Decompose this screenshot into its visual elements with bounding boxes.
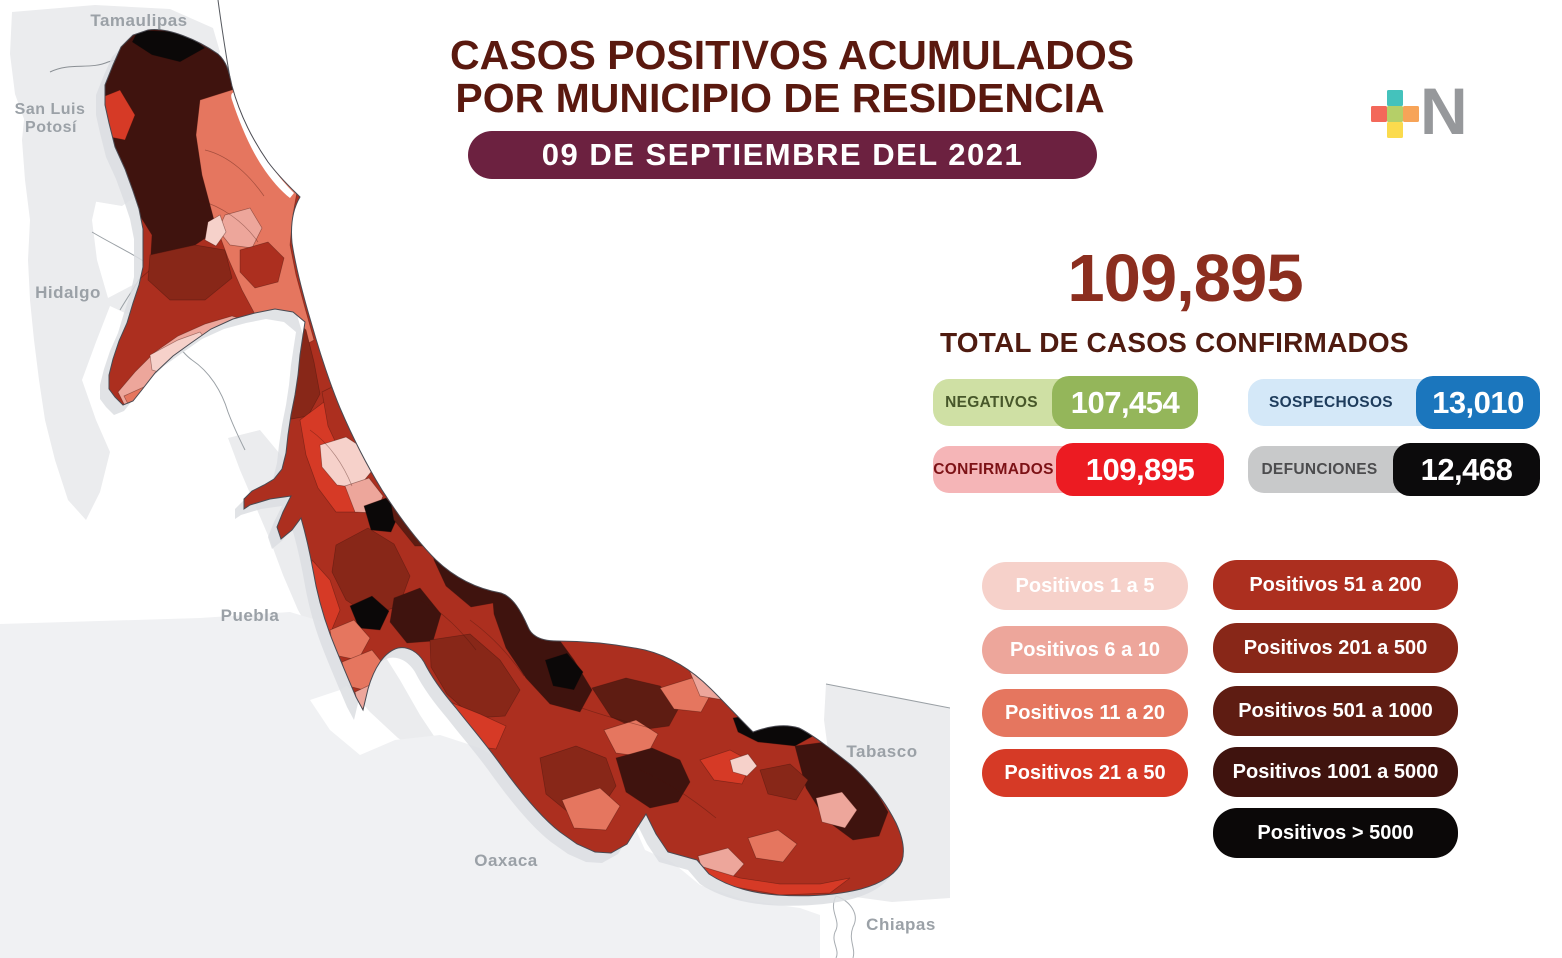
label-tamaulipas: Tamaulipas <box>90 11 188 30</box>
stat-negativos: NEGATIVOS 107,454 <box>933 376 1198 429</box>
label-oaxaca: Oaxaca <box>474 851 538 870</box>
total-confirmed-label: TOTAL DE CASOS CONFIRMADOS <box>940 327 1409 358</box>
stat-confirmados-value: 109,895 <box>1056 443 1224 496</box>
label-hidalgo: Hidalgo <box>35 283 101 302</box>
legend-item-501-1000: Positivos 501 a 1000 <box>1213 686 1458 736</box>
logo-n-letter: N <box>1420 74 1468 148</box>
logo-plus-left-square <box>1371 106 1387 122</box>
stat-sospechosos-label: SOSPECHOSOS <box>1269 393 1393 411</box>
total-confirmed-value: 109,895 <box>1067 241 1303 316</box>
mas-noticias-logo: N <box>1371 78 1491 150</box>
stat-defunciones: DEFUNCIONES 12,468 <box>1248 443 1540 496</box>
legend-item-21-50: Positivos 21 a 50 <box>982 749 1188 797</box>
stat-sospechosos-value: 13,010 <box>1416 376 1540 429</box>
page-title-line1: CASOS POSITIVOS ACUMULADOS <box>450 32 1135 78</box>
label-chiapas: Chiapas <box>866 915 936 934</box>
stat-confirmados: CONFIRMADOS 109,895 <box>933 443 1224 496</box>
legend-item-201-500: Positivos 201 a 500 <box>1213 623 1458 673</box>
label-tabasco: Tabasco <box>846 742 918 761</box>
legend-item-1-5: Positivos 1 a 5 <box>982 562 1188 610</box>
san-luis-hidalgo-shape <box>22 80 196 520</box>
stat-defunciones-label: DEFUNCIONES <box>1261 460 1378 478</box>
legend-item-11-20: Positivos 11 a 20 <box>982 689 1188 737</box>
stat-defunciones-value: 12,468 <box>1393 443 1540 496</box>
legend-item-1001-5000: Positivos 1001 a 5000 <box>1213 747 1458 797</box>
logo-plus-top-square <box>1387 90 1403 106</box>
logo-plus-center-square <box>1387 106 1403 122</box>
label-san-luis: San Luis <box>14 101 86 118</box>
stat-negativos-value: 107,454 <box>1052 376 1198 429</box>
legend-item-gt-5000: Positivos > 5000 <box>1213 808 1458 858</box>
oaxaca-shape <box>0 612 820 958</box>
stat-negativos-label: NEGATIVOS <box>945 393 1038 411</box>
logo-plus-bottom-square <box>1387 122 1403 138</box>
label-potosi: Potosí <box>25 119 77 136</box>
legend-item-6-10: Positivos 6 a 10 <box>982 626 1188 674</box>
state-outline <box>104 29 904 897</box>
page-title-line2: POR MUNICIPIO DE RESIDENCIA <box>455 75 1105 121</box>
chiapas-outline <box>832 895 856 958</box>
date-banner: 09 DE SEPTIEMBRE DEL 2021 <box>468 131 1097 179</box>
stat-sospechosos: SOSPECHOSOS 13,010 <box>1248 376 1540 429</box>
logo-plus-right-square <box>1403 106 1419 122</box>
stat-confirmados-label: CONFIRMADOS <box>933 460 1054 478</box>
label-puebla: Puebla <box>220 606 280 625</box>
tabasco-border-line <box>825 683 950 709</box>
legend-item-51-200: Positivos 51 a 200 <box>1213 560 1458 610</box>
